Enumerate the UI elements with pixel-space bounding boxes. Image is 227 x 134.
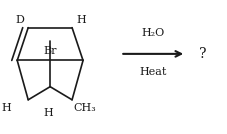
Text: H: H xyxy=(76,15,86,25)
Text: ?: ? xyxy=(199,47,207,61)
Text: H: H xyxy=(43,108,53,118)
Text: CH₃: CH₃ xyxy=(74,103,97,113)
Text: H: H xyxy=(1,103,11,113)
Text: H₂O: H₂O xyxy=(142,28,165,38)
Text: Br: Br xyxy=(43,46,57,56)
Text: D: D xyxy=(15,15,24,25)
Text: Heat: Heat xyxy=(140,67,167,77)
